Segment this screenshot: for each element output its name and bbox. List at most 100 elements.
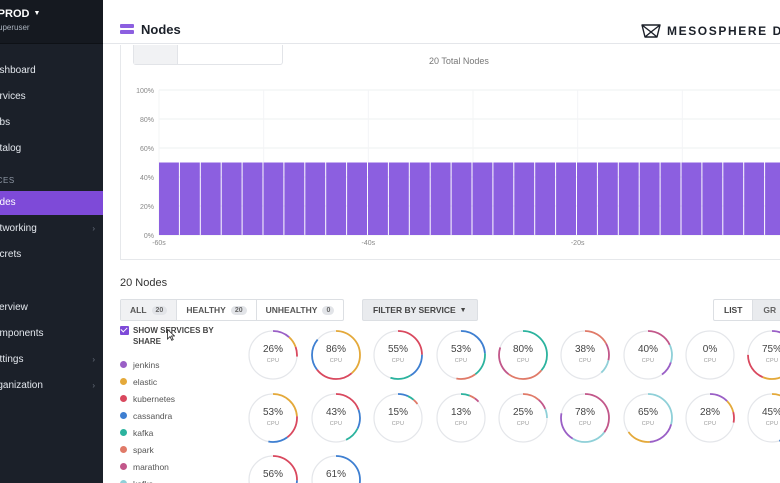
sidebar-item-dashboard[interactable]: ashboard <box>0 59 103 83</box>
chart-bar <box>263 162 284 235</box>
chart-bar <box>326 162 347 235</box>
legend-dot-icon <box>120 395 127 402</box>
cpu-unit-label: CPU <box>266 358 280 364</box>
grid-view-button[interactable]: GR <box>752 300 780 320</box>
sidebar-item-label: ecrets <box>0 249 22 260</box>
page-header: Nodes MESOSPHERE DC/ <box>103 0 780 44</box>
tab-count-badge: 20 <box>151 305 168 315</box>
node-cpu-card[interactable]: 53% CPU <box>247 392 299 444</box>
page-title: Nodes <box>141 22 181 37</box>
sidebar-item-jobs[interactable]: obs <box>0 111 103 135</box>
legend-dot-icon <box>120 429 127 436</box>
filter-by-service-button[interactable]: FILTER BY SERVICE ▼ <box>362 299 478 321</box>
cpu-ring-segment <box>311 393 361 443</box>
chart-bar <box>535 162 556 235</box>
cpu-ring-segment <box>248 455 298 483</box>
cpu-percent: 53% <box>450 344 471 355</box>
cpu-percent: 78% <box>574 407 595 418</box>
node-cpu-card[interactable]: 86% CPU <box>310 329 362 381</box>
legend-item: kafka <box>120 424 175 441</box>
node-cpu-card[interactable]: 43% CPU <box>310 392 362 444</box>
nodes-chart-panel: 20 Total Nodes 100% 80% 60% 40% 20% 0% -60s -40… <box>120 45 780 260</box>
cpu-percent: 53% <box>262 407 283 418</box>
sidebar-item-services[interactable]: ervices <box>0 85 103 109</box>
cpu-ring-segment <box>311 330 361 380</box>
node-cpu-card[interactable]: 78% CPU <box>559 392 611 444</box>
node-cpu-card[interactable]: 28% CPU <box>684 392 736 444</box>
node-cpu-card[interactable]: 15% CPU <box>372 392 424 444</box>
cluster-header[interactable]: -PROD▼ superuser <box>0 0 103 44</box>
mesosphere-logo-icon <box>641 24 661 38</box>
cpu-ring <box>747 330 780 380</box>
cpu-percent: 86% <box>325 344 346 355</box>
legend-label: kafka <box>133 479 153 483</box>
sidebar-item-label: verview <box>0 302 28 313</box>
cpu-unit-label: CPU <box>641 421 655 427</box>
chart-bar <box>723 162 744 235</box>
sidebar-item-secrets[interactable]: ecrets <box>0 243 103 267</box>
node-cpu-card[interactable]: 26% CPU <box>247 329 299 381</box>
chart-metric-selector[interactable] <box>133 45 283 65</box>
node-cpu-card[interactable]: 53% CPU <box>435 329 487 381</box>
cpu-ring <box>248 393 298 443</box>
node-cpu-card[interactable]: 38% CPU <box>559 329 611 381</box>
node-cpu-card[interactable]: 56%CPU <box>247 454 299 483</box>
legend-label: jenkins <box>133 359 160 370</box>
cpu-unit-label: CPU <box>765 421 779 427</box>
cpu-unit-label: CPU <box>266 421 280 427</box>
cpu-ring-segment <box>248 330 298 380</box>
node-cpu-card[interactable]: 25% CPU <box>497 392 549 444</box>
tab-count-badge: 0 <box>322 305 335 315</box>
legend-item: elastic <box>120 373 175 390</box>
node-cpu-card[interactable]: 13% CPU <box>435 392 487 444</box>
sidebar-section-resources: ICES <box>0 176 15 185</box>
legend-dot-icon <box>120 412 127 419</box>
legend-label: elastic <box>133 376 158 387</box>
sidebar-item-label: etworking <box>0 223 37 234</box>
sidebar-item-label: omponents <box>0 328 44 339</box>
tab-unhealthy[interactable]: UNHEALTHY 0 <box>257 300 344 320</box>
cpu-percent: 13% <box>450 407 471 418</box>
sidebar-item-nodes[interactable]: odes <box>0 191 103 215</box>
chart-bar <box>514 162 535 235</box>
node-cpu-card[interactable]: 61%CPU <box>310 454 362 483</box>
list-view-button[interactable]: LIST <box>724 305 743 315</box>
sidebar-item-organization[interactable]: rganization › <box>0 374 103 398</box>
cpu-ring-segment <box>436 393 486 443</box>
sidebar-item-components[interactable]: omponents <box>0 322 103 346</box>
cpu-ring-segment <box>436 330 486 380</box>
node-cpu-card[interactable]: 40% CPU <box>622 329 674 381</box>
sidebar-item-networking[interactable]: etworking › <box>0 217 103 241</box>
cpu-ring-segment <box>498 393 548 443</box>
tab-all[interactable]: ALL 20 <box>121 300 178 320</box>
tab-count-badge: 20 <box>230 305 247 315</box>
view-toggle: LIST GR <box>713 299 780 321</box>
cpu-ring-segment <box>248 393 298 443</box>
legend-dot-icon <box>120 480 127 483</box>
show-services-by-share-toggle[interactable]: SHOW SERVICES BY SHARE <box>120 325 230 347</box>
checkbox-checked-icon[interactable] <box>120 326 129 335</box>
node-cpu-card[interactable]: 0% CPU <box>684 329 736 381</box>
sidebar-item-overview[interactable]: verview <box>0 296 103 320</box>
sidebar-item-catalog[interactable]: atalog <box>0 137 103 161</box>
cpu-percent: 26% <box>262 344 283 355</box>
cpu-ring <box>623 330 673 380</box>
chart-bar <box>305 162 326 235</box>
node-cpu-card[interactable]: 80% CPU <box>497 329 549 381</box>
chart-bar <box>368 162 388 235</box>
cpu-unit-label: CPU <box>391 421 405 427</box>
sidebar-item-label: odes <box>0 197 16 208</box>
tab-healthy[interactable]: HEALTHY 20 <box>177 300 257 320</box>
brand-logo: MESOSPHERE DC/ <box>641 22 780 40</box>
cluster-name[interactable]: -PROD▼ <box>0 8 41 20</box>
cpu-ring-segment <box>560 393 610 443</box>
legend-label: cassandra <box>133 410 173 421</box>
node-cpu-card[interactable]: 45% CPU <box>746 392 780 444</box>
cpu-ring-segment <box>248 330 298 380</box>
cpu-ring-segment <box>373 330 423 380</box>
cpu-unit-label: CPU <box>329 358 343 364</box>
node-cpu-card[interactable]: 65% CPU <box>622 392 674 444</box>
sidebar-item-settings[interactable]: ettings › <box>0 348 103 372</box>
node-cpu-card[interactable]: 75% CPU <box>746 329 780 381</box>
node-cpu-card[interactable]: 55% CPU <box>372 329 424 381</box>
